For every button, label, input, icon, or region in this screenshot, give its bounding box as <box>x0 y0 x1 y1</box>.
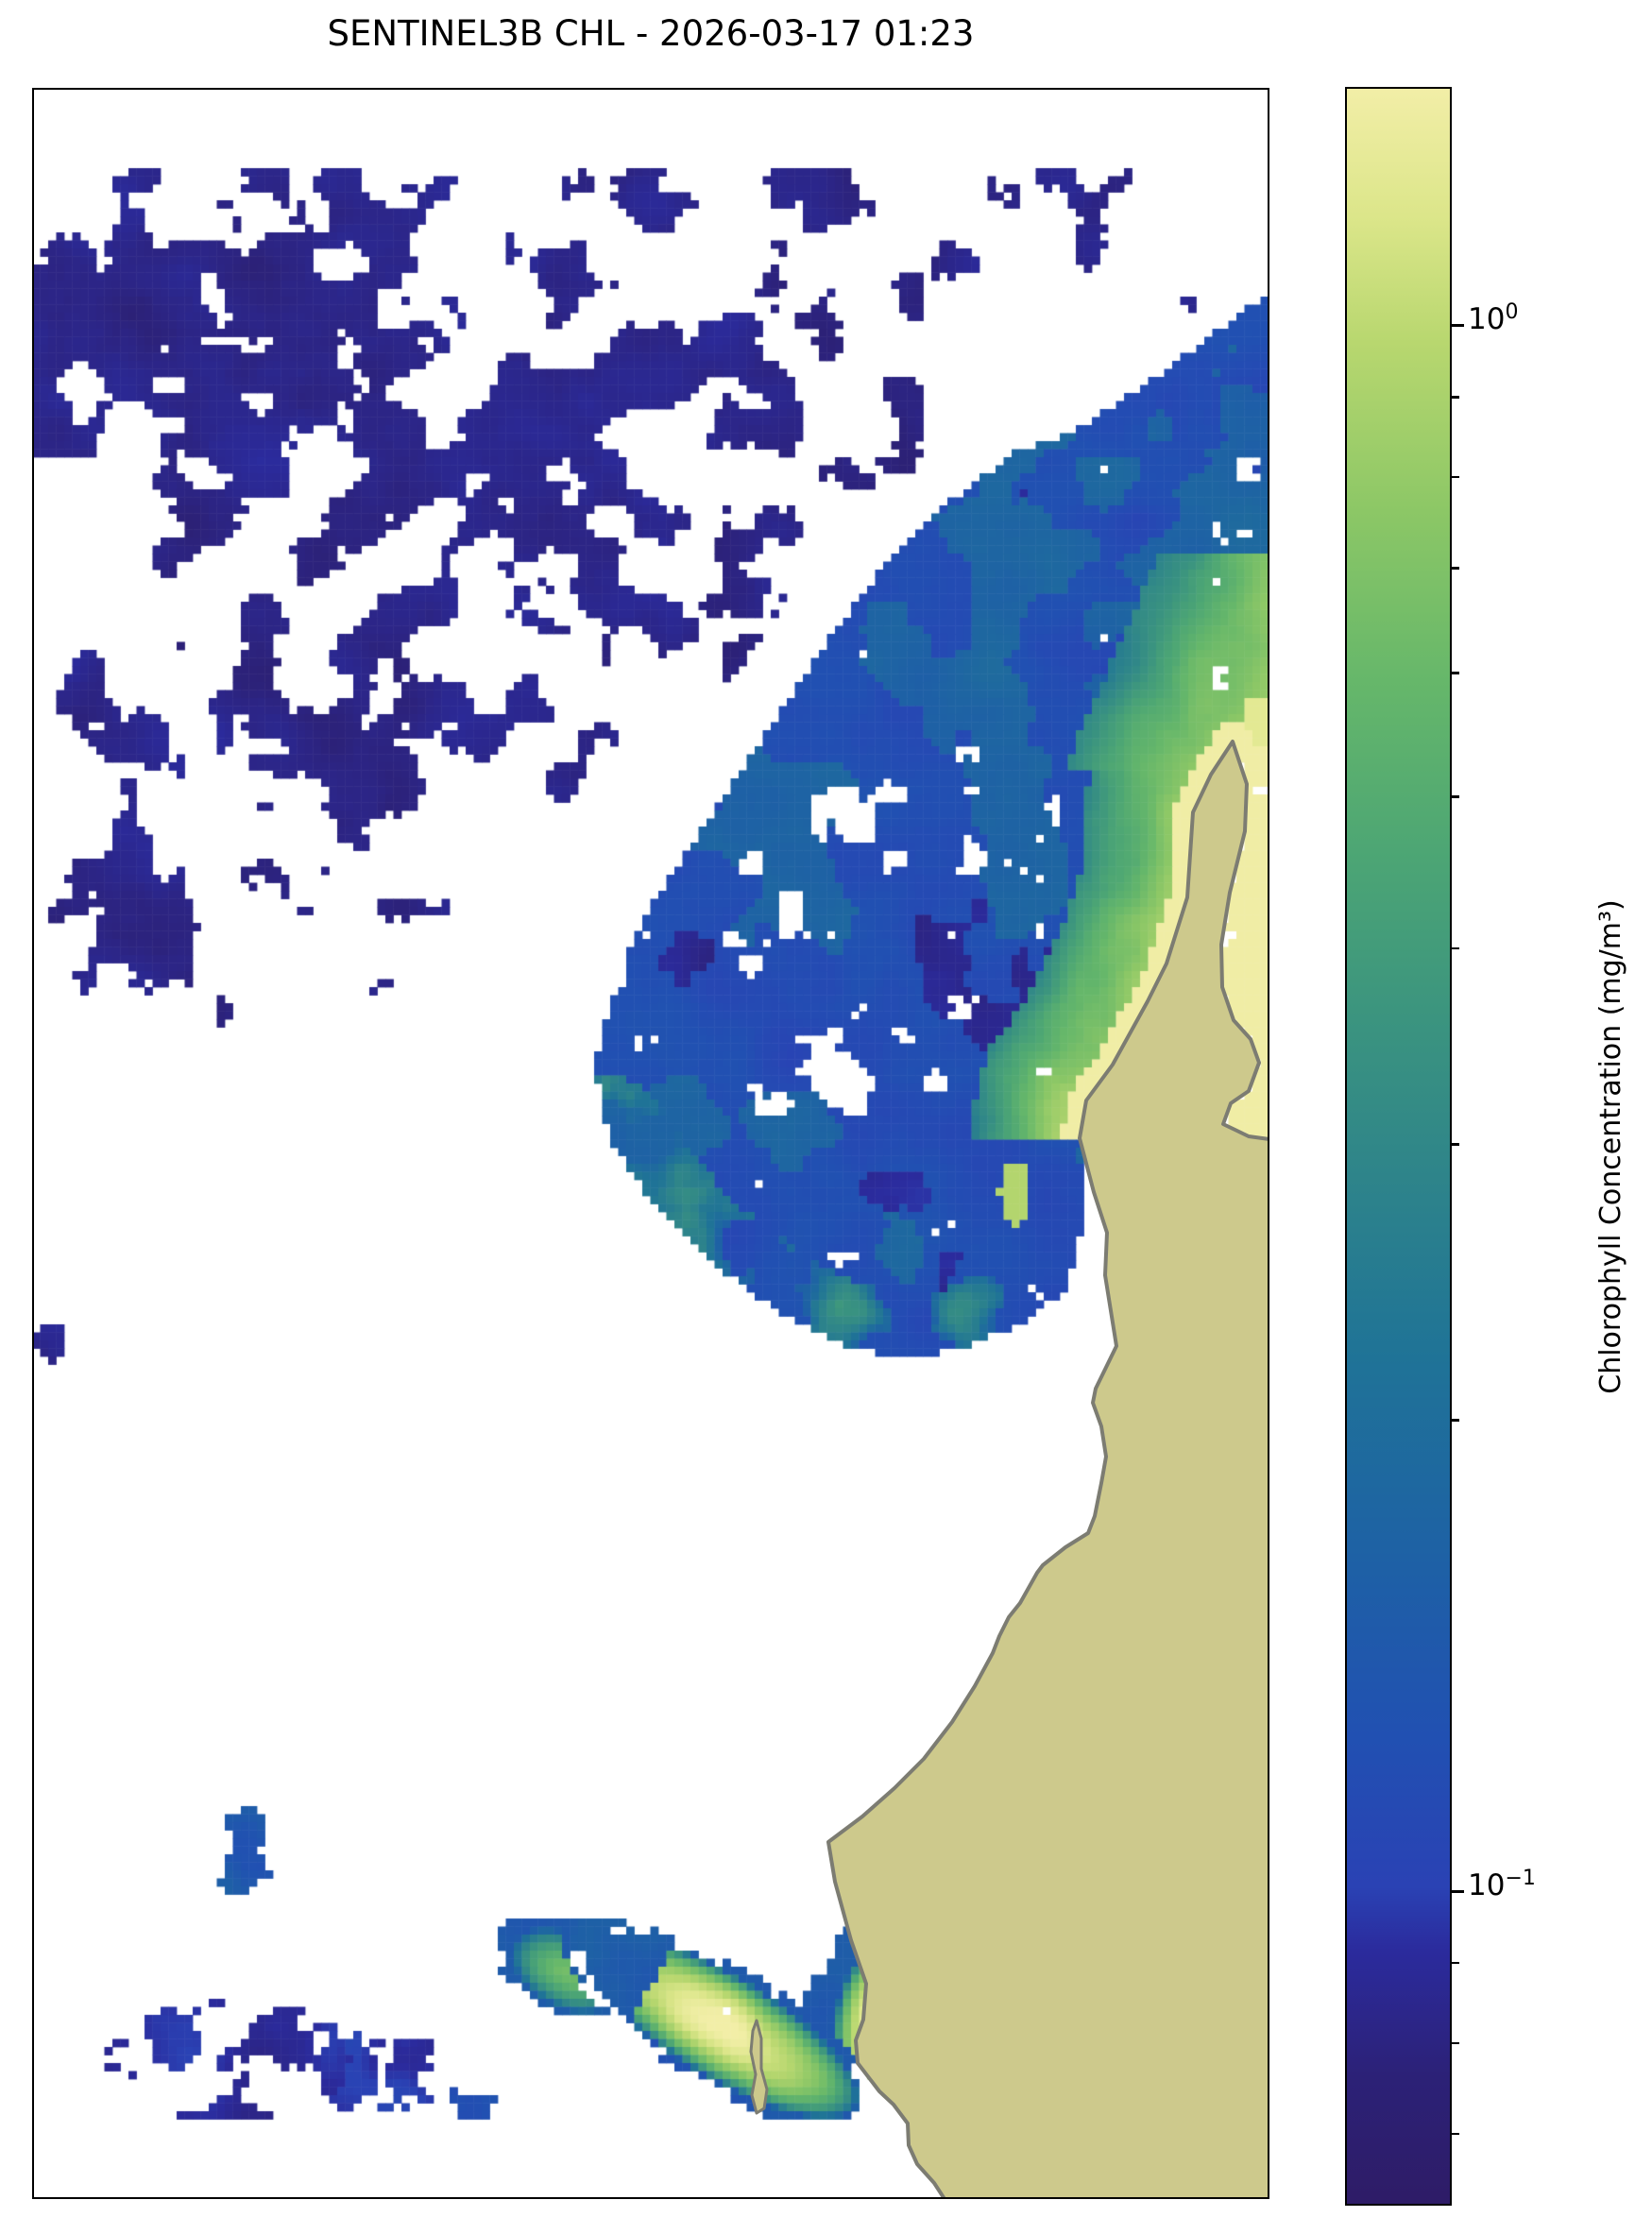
colorbar-minor-tick <box>1452 1418 1459 1422</box>
colorbar-minor-tick <box>1452 2041 1459 2045</box>
land-overlay <box>749 740 1269 2199</box>
colorbar-minor-tick <box>1452 1143 1459 1146</box>
islet <box>749 2019 769 2115</box>
colorbar-minor-tick <box>1452 671 1459 674</box>
colorbar-minor-tick <box>1452 946 1459 950</box>
landmass <box>828 742 1269 2199</box>
colorbar-tick-label: 10−1 <box>1468 1867 1536 1903</box>
colorbar-minor-tick <box>1452 566 1459 570</box>
colorbar-minor-tick <box>1452 396 1459 399</box>
colorbar-minor-tick <box>1452 2132 1459 2136</box>
colorbar-axis-label: Chlorophyll Concentration (mg/m³) <box>1594 899 1627 1394</box>
colorbar-tick-label: 100 <box>1468 300 1519 337</box>
colorbar-minor-tick <box>1452 1961 1459 1965</box>
colorbar-gradient <box>1345 87 1452 2206</box>
colorbar-minor-tick <box>1452 475 1459 479</box>
coastline <box>826 740 1269 2199</box>
figure-title: SENTINEL3B CHL - 2026-03-17 01:23 <box>327 13 975 54</box>
colorbar-minor-tick <box>1452 795 1459 798</box>
colorbar-major-tick <box>1452 324 1464 327</box>
colorbar-major-tick <box>1452 1890 1464 1893</box>
map-frame <box>32 88 1269 2199</box>
